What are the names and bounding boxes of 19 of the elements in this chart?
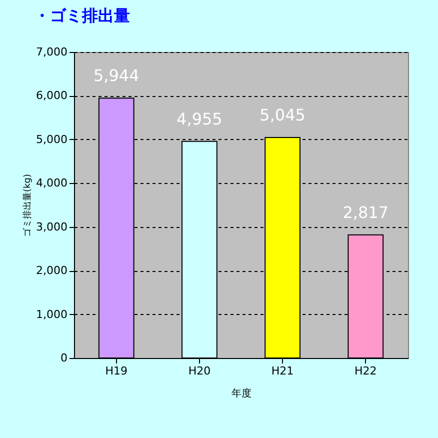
y-tick-label: 5,000 — [36, 132, 68, 146]
data-label: 5,045 — [260, 105, 306, 124]
data-label: 4,955 — [176, 109, 222, 128]
data-label: 5,944 — [93, 66, 140, 86]
y-tick-label: 2,000 — [36, 264, 68, 278]
data-label: 2,817 — [342, 202, 389, 222]
y-tick-label: 6,000 — [36, 89, 68, 102]
y-tick-label: 4,000 — [36, 176, 68, 190]
y-axis-title: ゴミ排出量(kg) — [22, 174, 34, 237]
y-tick-label: 3,000 — [36, 220, 68, 234]
y-tick-label: 1,000 — [36, 308, 68, 321]
chart-title: ・ゴミ排出量 — [34, 6, 130, 25]
x-tick-label: H21 — [271, 364, 294, 378]
x-axis-title: 年度 — [232, 388, 252, 400]
x-tick-label: H22 — [354, 364, 377, 378]
y-tick-label: 0 — [60, 352, 68, 364]
y-tick-label: 7,000 — [36, 46, 68, 58]
x-tick-label: H19 — [105, 364, 128, 378]
x-tick-label: H20 — [188, 364, 211, 378]
